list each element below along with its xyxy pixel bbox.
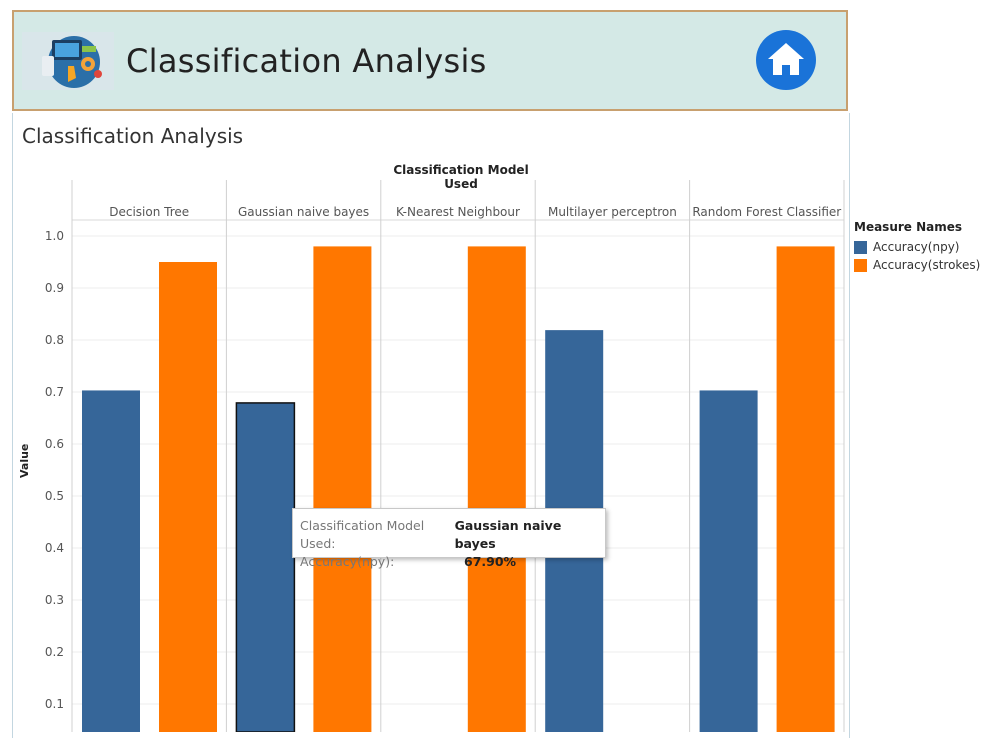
- legend: Measure Names Accuracy(npy) Accuracy(str…: [854, 220, 980, 276]
- bar: [235, 402, 296, 732]
- legend-label-npy: Accuracy(npy): [873, 240, 960, 254]
- home-icon: [768, 43, 804, 75]
- legend-swatch-npy: [854, 240, 867, 254]
- legend-item-strokes[interactable]: Accuracy(strokes): [854, 258, 980, 272]
- bar: [699, 390, 758, 732]
- bar: [82, 390, 140, 732]
- x-axis-title: Classification Model Used: [393, 163, 529, 191]
- y-tick-label: 0.9: [45, 281, 64, 295]
- tooltip-metric-label: Accuracy(npy):: [300, 554, 395, 569]
- header-title: Classification Analysis: [126, 42, 487, 80]
- tooltip-model-label: Classification Model Used:: [300, 518, 425, 551]
- y-tick-label: 1.0: [45, 229, 64, 243]
- category-label: K-Nearest Neighbour: [396, 205, 520, 219]
- legend-title: Measure Names: [854, 220, 963, 234]
- dashboard-header: Classification Analysis: [12, 10, 848, 111]
- classification-logo-icon: [22, 32, 114, 90]
- legend-swatch-strokes: [854, 258, 867, 272]
- chart-panel: [12, 113, 850, 738]
- y-tick-label: 0.4: [45, 541, 64, 555]
- tooltip: Classification Model Used: Gaussian naiv…: [292, 508, 606, 569]
- y-tick-label: 0.5: [45, 489, 64, 503]
- y-tick-label: 0.8: [45, 333, 64, 347]
- y-tick-label: 0.7: [45, 385, 64, 399]
- legend-label-strokes: Accuracy(strokes): [873, 258, 981, 272]
- sheet-title: Classification Analysis: [22, 124, 244, 148]
- bar: [313, 246, 372, 732]
- legend-item-npy[interactable]: Accuracy(npy): [854, 240, 980, 254]
- category-label: Multilayer perceptron: [548, 205, 677, 219]
- y-tick-label: 0.6: [45, 437, 64, 451]
- category-label: Random Forest Classifier: [692, 205, 841, 219]
- y-tick-label: 0.1: [45, 697, 64, 711]
- bar: [159, 262, 217, 732]
- tooltip-metric-value: 67.90%: [464, 554, 517, 569]
- bar: [776, 246, 835, 732]
- category-label: Gaussian naive bayes: [238, 205, 369, 219]
- home-button[interactable]: [756, 30, 816, 90]
- category-label: Decision Tree: [109, 205, 189, 219]
- y-tick-label: 0.2: [45, 645, 64, 659]
- y-tick-label: 0.3: [45, 593, 64, 607]
- bar: [467, 246, 526, 732]
- tooltip-model-value: Gaussian naive bayes: [454, 518, 562, 551]
